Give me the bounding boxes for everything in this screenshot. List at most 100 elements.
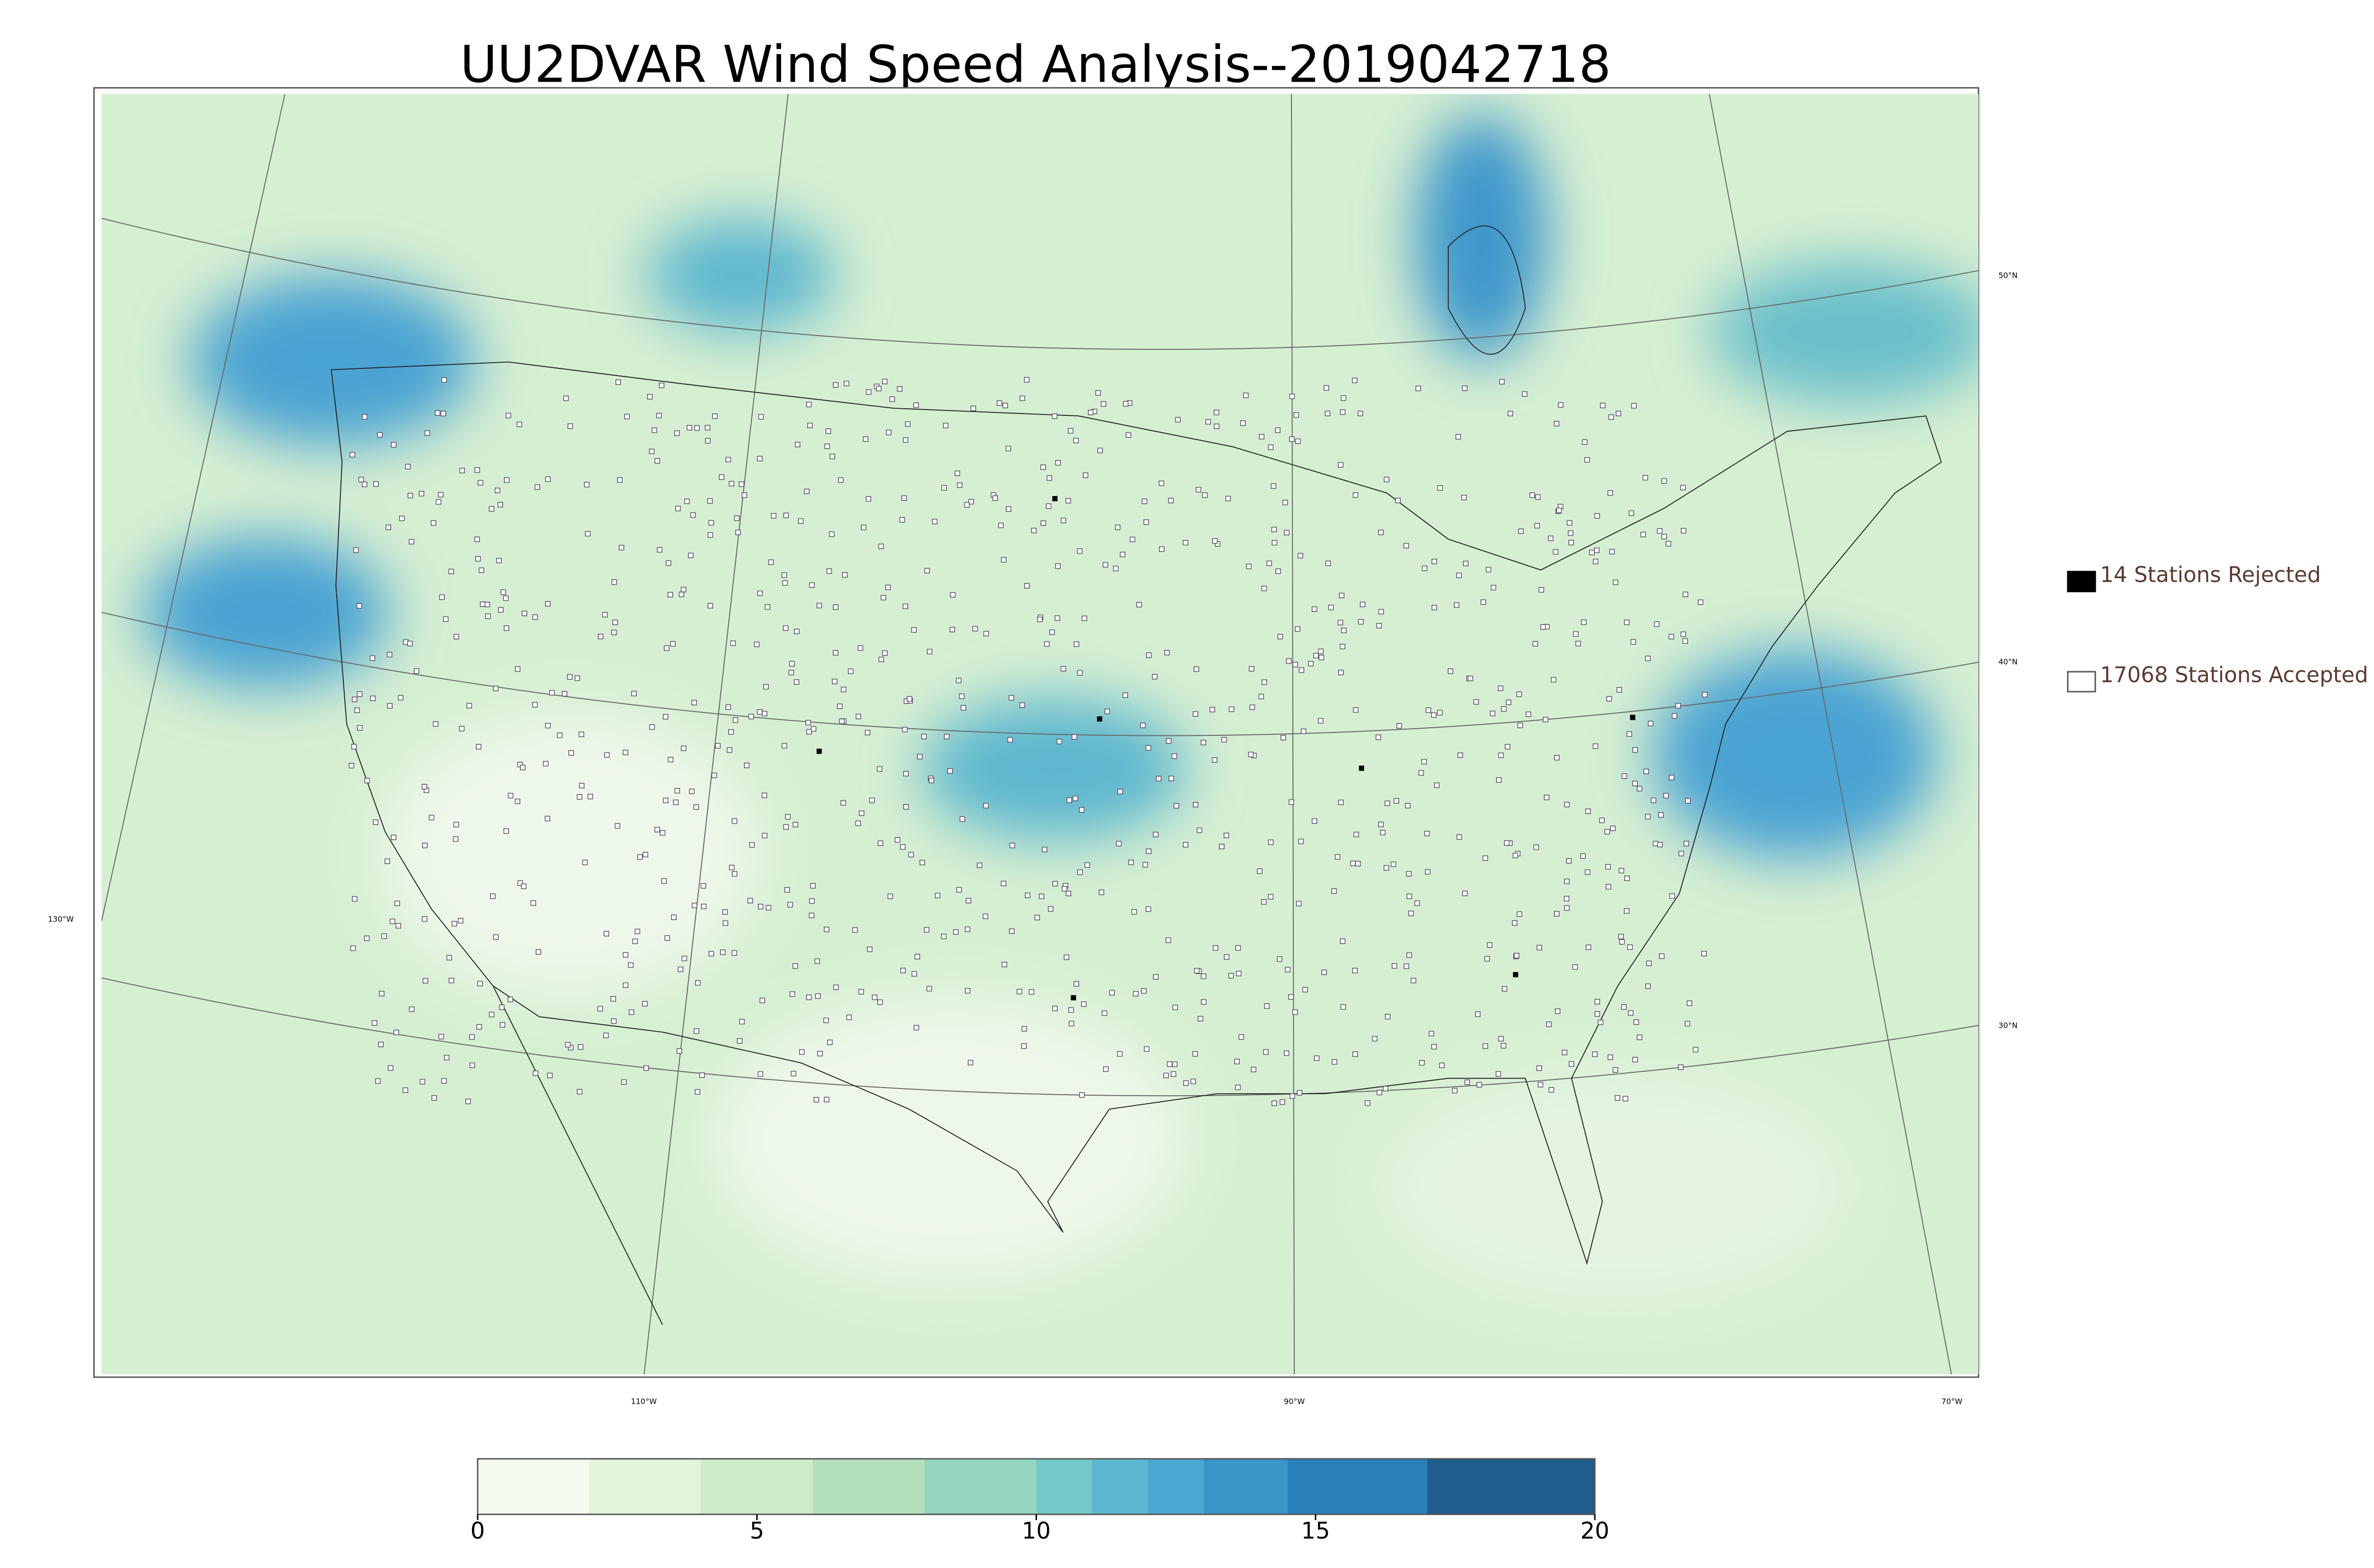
station-marker bbox=[983, 630, 989, 637]
station-marker bbox=[792, 963, 798, 969]
latitude-label: 40°N bbox=[1998, 657, 2017, 667]
station-marker bbox=[1486, 567, 1491, 573]
station-marker bbox=[1502, 986, 1507, 992]
station-marker bbox=[1271, 483, 1277, 489]
station-marker bbox=[1487, 942, 1493, 948]
station-marker bbox=[1661, 478, 1667, 484]
station-marker bbox=[728, 481, 735, 487]
station-marker bbox=[732, 818, 737, 824]
station-marker bbox=[1302, 986, 1308, 993]
station-marker bbox=[1293, 412, 1300, 418]
legend-label: 17068 Stations Accepted bbox=[2100, 662, 2368, 687]
station-marker bbox=[385, 858, 390, 864]
station-marker bbox=[1073, 796, 1078, 801]
station-marker bbox=[563, 395, 569, 401]
station-marker bbox=[921, 733, 927, 740]
station-marker bbox=[1434, 782, 1440, 788]
station-marker bbox=[1146, 652, 1152, 658]
station-marker bbox=[1484, 956, 1490, 962]
station-marker bbox=[373, 481, 379, 487]
station-marker bbox=[1168, 498, 1174, 504]
station-marker bbox=[1353, 707, 1359, 713]
station-marker bbox=[923, 927, 930, 933]
station-marker bbox=[1540, 624, 1546, 630]
station-marker bbox=[1496, 1071, 1501, 1077]
station-marker bbox=[1645, 656, 1651, 661]
station-marker bbox=[1164, 649, 1170, 656]
station-marker bbox=[1190, 1079, 1196, 1084]
station-marker bbox=[577, 1044, 584, 1050]
station-marker bbox=[391, 442, 397, 448]
station-marker bbox=[1258, 694, 1264, 700]
station-marker bbox=[1431, 1044, 1437, 1050]
station-marker bbox=[422, 916, 428, 922]
station-marker bbox=[1159, 546, 1165, 552]
station-marker bbox=[723, 920, 728, 926]
colorbar-segment bbox=[1287, 1459, 1428, 1514]
station-marker bbox=[484, 601, 490, 608]
station-marker bbox=[659, 830, 666, 836]
station-marker bbox=[726, 747, 733, 753]
station-marker bbox=[897, 386, 903, 392]
station-marker bbox=[1536, 1065, 1542, 1071]
station-marker bbox=[1318, 718, 1324, 724]
station-marker bbox=[1394, 798, 1399, 804]
station-marker bbox=[965, 988, 970, 994]
station-marker bbox=[929, 778, 934, 783]
station-marker bbox=[393, 1030, 399, 1035]
station-marker bbox=[1240, 420, 1246, 426]
station-marker bbox=[1668, 634, 1675, 639]
station-marker bbox=[1564, 878, 1570, 884]
station-marker bbox=[621, 1079, 627, 1085]
station-marker bbox=[885, 584, 891, 591]
station-marker bbox=[1585, 808, 1591, 814]
station-marker bbox=[1249, 704, 1255, 710]
station-marker bbox=[1669, 893, 1675, 899]
station-marker bbox=[1017, 988, 1022, 995]
station-marker bbox=[1619, 939, 1625, 945]
station-marker bbox=[904, 421, 911, 427]
station-marker bbox=[1482, 855, 1488, 861]
station-marker bbox=[1543, 717, 1548, 723]
station-marker bbox=[549, 690, 555, 696]
station-marker bbox=[941, 485, 947, 491]
station-marker bbox=[465, 1099, 471, 1104]
station-marker bbox=[611, 1018, 617, 1024]
station-marker bbox=[694, 425, 700, 431]
station-marker bbox=[647, 394, 653, 400]
station-marker bbox=[480, 601, 486, 607]
station-marker bbox=[866, 496, 871, 502]
station-marker bbox=[1257, 868, 1262, 874]
station-marker bbox=[734, 515, 740, 521]
station-marker bbox=[903, 770, 909, 777]
station-marker bbox=[372, 1020, 377, 1026]
station-marker bbox=[1534, 523, 1540, 529]
rejected-marker bbox=[1097, 716, 1102, 722]
station-marker bbox=[792, 822, 799, 827]
station-marker bbox=[1056, 739, 1062, 744]
station-marker bbox=[1133, 991, 1139, 997]
station-marker bbox=[1072, 734, 1077, 740]
station-marker bbox=[350, 945, 356, 951]
station-marker bbox=[1145, 745, 1151, 751]
station-marker bbox=[530, 900, 537, 906]
station-marker bbox=[887, 893, 893, 899]
station-marker bbox=[1592, 1051, 1598, 1057]
station-marker bbox=[1501, 706, 1507, 712]
station-marker bbox=[439, 594, 445, 600]
station-marker bbox=[1404, 963, 1409, 969]
station-marker bbox=[1194, 968, 1200, 974]
station-marker bbox=[1000, 881, 1007, 886]
station-marker bbox=[1663, 793, 1669, 798]
station-marker bbox=[782, 742, 787, 749]
station-marker bbox=[824, 443, 830, 449]
station-marker bbox=[903, 437, 909, 443]
station-marker bbox=[1299, 667, 1304, 673]
station-marker bbox=[732, 871, 737, 877]
station-marker bbox=[503, 595, 509, 601]
station-marker bbox=[1489, 711, 1496, 716]
station-marker bbox=[479, 567, 484, 573]
station-marker bbox=[1249, 666, 1254, 672]
station-marker bbox=[1643, 769, 1649, 774]
legend: 14 Stations Rejected 17068 Stations Accep… bbox=[2067, 562, 2368, 693]
